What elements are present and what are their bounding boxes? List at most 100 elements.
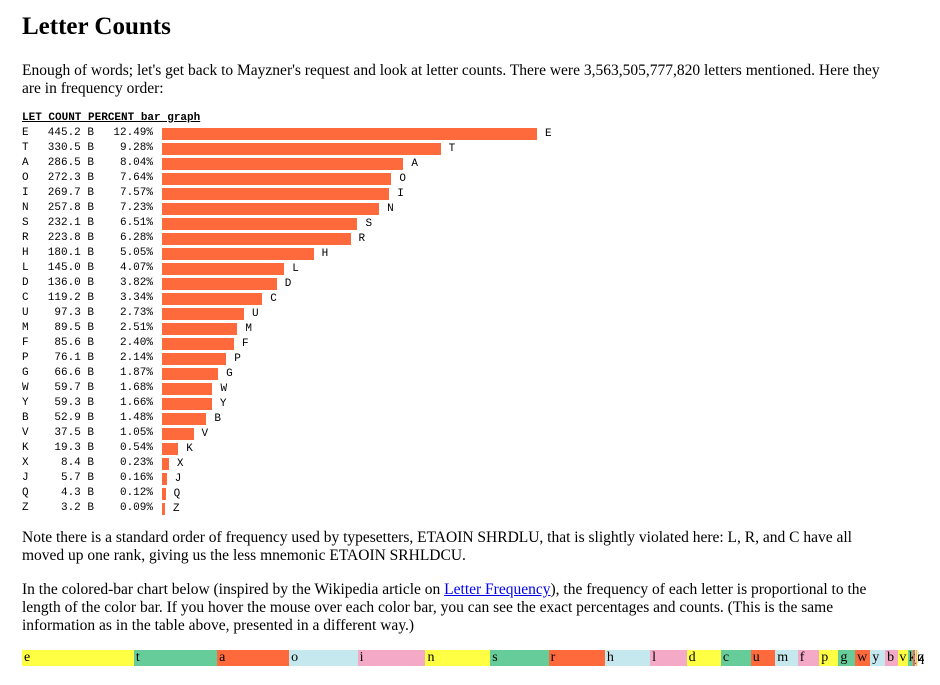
frequency-bar [162, 368, 219, 380]
colored-bar-segment[interactable]: i [357, 650, 426, 666]
table-row: L 145.0 B 4.07% L [22, 261, 622, 276]
row-count: 136.0 B [47, 277, 94, 289]
frequency-bar [162, 293, 263, 305]
colored-bar-segment[interactable]: m [775, 650, 798, 666]
bar-label: U [251, 308, 259, 320]
colored-bar-segment[interactable]: s [490, 650, 549, 666]
row-percent: 1.68% [119, 382, 153, 394]
table-row: E 445.2 B 12.49% E [22, 126, 622, 141]
bar-label: F [242, 338, 249, 350]
row-count: 257.8 B [47, 202, 94, 214]
row-letter: L [22, 262, 29, 274]
row-percent: 8.04% [119, 157, 153, 169]
row-count: 3.2 B [60, 502, 94, 514]
frequency-bar [162, 233, 351, 245]
colored-bar-segment[interactable]: e [22, 650, 134, 666]
colored-bar-segment[interactable]: v [898, 650, 908, 666]
table-row: G 66.6 B 1.87% G [22, 366, 622, 381]
colored-bar-segment[interactable]: h [604, 650, 651, 666]
table-row: F 85.6 B 2.40% F [22, 336, 622, 351]
frequency-bar [162, 143, 441, 155]
row-percent: 0.09% [119, 502, 153, 514]
colored-bar-segment[interactable]: d [686, 650, 721, 666]
bar-label: M [245, 323, 252, 335]
row-letter: Q [22, 487, 29, 499]
colored-bar-segment[interactable]: u [750, 650, 776, 666]
table-row: O 272.3 B 7.64% O [22, 171, 622, 186]
colored-bar-segment[interactable]: n [425, 650, 491, 666]
row-percent: 1.87% [119, 367, 153, 379]
colored-bar-segment[interactable]: r [548, 650, 605, 666]
table-row: P 76.1 B 2.14% P [22, 351, 622, 366]
row-letter: T [22, 142, 29, 154]
colored-bar-segment[interactable]: g [838, 650, 856, 666]
bar-label: L [292, 263, 299, 275]
colored-bar-segment[interactable]: z [917, 650, 925, 666]
row-letter: K [22, 442, 29, 454]
row-percent: 0.16% [119, 472, 153, 484]
frequency-bar [162, 488, 166, 500]
table-row: A 286.5 B 8.04% A [22, 156, 622, 171]
bar-label: D [284, 278, 292, 290]
row-percent: 0.12% [119, 487, 153, 499]
bar-label: X [176, 458, 184, 470]
row-count: 66.6 B [54, 367, 94, 379]
letter-frequency-link[interactable]: Letter Frequency [444, 581, 551, 598]
row-count: 8.4 B [60, 457, 94, 469]
row-count: 59.7 B [54, 382, 94, 394]
row-letter: M [22, 322, 29, 334]
frequency-bar [162, 398, 212, 410]
row-count: 269.7 B [47, 187, 94, 199]
table-row: S 232.1 B 6.51% S [22, 216, 622, 231]
frequency-bar [162, 503, 165, 515]
frequency-bar [162, 188, 390, 200]
row-letter: X [22, 457, 29, 469]
row-letter: C [22, 292, 29, 304]
colored-bar-intro-after: ), the frequency of each letter is propo… [22, 581, 867, 634]
table-row: R 223.8 B 6.28% R [22, 231, 622, 246]
row-count: 119.2 B [47, 292, 94, 304]
frequency-bar [162, 128, 537, 140]
row-count: 330.5 B [47, 142, 94, 154]
bar-label: T [448, 143, 456, 155]
bar-label: V [201, 428, 209, 440]
row-percent: 7.23% [119, 202, 153, 214]
colored-bar-chart: etaoinsrhldcumfpgwybvkxjqz [22, 650, 925, 666]
row-letter: U [22, 307, 29, 319]
bar-label: G [226, 368, 233, 380]
table-row: Y 59.3 B 1.66% Y [22, 396, 622, 411]
row-count: 272.3 B [47, 172, 94, 184]
table-row: X 8.4 B 0.23% X [22, 456, 622, 471]
colored-bar-segment[interactable]: y [870, 650, 886, 666]
colored-bar-segment[interactable]: c [720, 650, 751, 666]
colored-bar-segment[interactable]: b [885, 650, 899, 666]
row-percent: 6.51% [119, 217, 153, 229]
colored-bar-segment[interactable]: k [907, 650, 916, 666]
row-percent: 9.28% [119, 142, 153, 154]
row-letter: R [22, 232, 29, 244]
frequency-bar [162, 248, 314, 260]
row-letter: D [22, 277, 29, 289]
row-percent: 1.05% [119, 427, 153, 439]
row-letter: Z [22, 502, 29, 514]
colored-bar-segment[interactable]: t [133, 650, 218, 666]
frequency-bar [162, 278, 277, 290]
frequency-bar [162, 443, 179, 455]
table-row: T 330.5 B 9.28% T [22, 141, 622, 156]
row-letter: P [22, 352, 29, 364]
table-row: Q 4.3 B 0.12% Q [22, 486, 622, 501]
colored-bar-segment[interactable]: o [289, 650, 358, 666]
row-count: 180.1 B [47, 247, 94, 259]
colored-bar-segment[interactable]: f [797, 650, 820, 666]
row-letter: I [22, 187, 29, 199]
colored-bar-segment[interactable]: l [650, 650, 687, 666]
frequency-bar [162, 383, 213, 395]
row-letter: G [22, 367, 29, 379]
colored-bar-segment[interactable]: p [819, 650, 839, 666]
bar-label: Q [173, 488, 181, 500]
table-row: J 5.7 B 0.16% J [22, 471, 622, 486]
row-count: 76.1 B [54, 352, 94, 364]
row-count: 223.8 B [47, 232, 94, 244]
colored-bar-segment[interactable]: a [217, 650, 290, 666]
colored-bar-segment[interactable]: w [855, 650, 871, 666]
